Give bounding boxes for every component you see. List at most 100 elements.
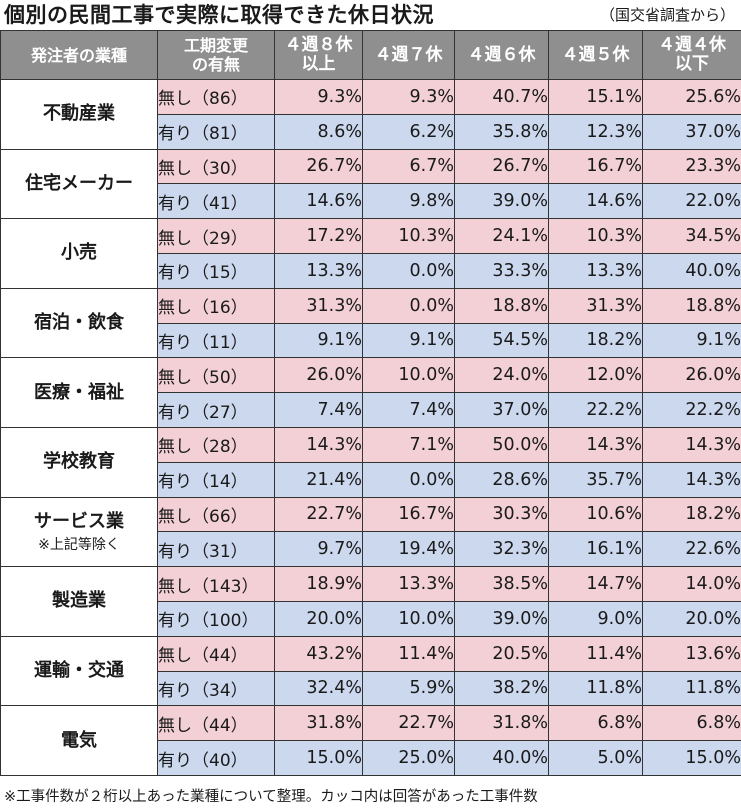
value-cell: 9.1%	[274, 322, 363, 359]
table-row: 有り（40） 15.0% 25.0% 40.0% 5.0% 15.0%	[1, 740, 741, 776]
value-cell: 9.7%	[274, 531, 363, 568]
value-cell: 43.2%	[274, 635, 363, 672]
value-cell: 26.7%	[274, 148, 363, 185]
industry-label: サービス業	[34, 510, 124, 532]
industry-cell: 製造業	[0, 566, 158, 637]
value-cell: 37.0%	[454, 392, 549, 428]
industry-label: 小売	[61, 242, 97, 264]
value-cell: 9.1%	[642, 322, 741, 359]
value-cell: 13.3%	[274, 252, 363, 289]
table-row: 電気 無し（44） 31.8% 22.7% 31.8% 6.8% 6.8%	[0, 705, 741, 776]
value-cell: 10.0%	[362, 357, 455, 394]
value-cell: 9.3%	[274, 79, 363, 115]
value-cell: 10.0%	[362, 600, 455, 637]
chart-title: 個別の民間工事で実際に取得できた休日状況	[4, 3, 434, 27]
value-cell: 14.3%	[642, 426, 741, 463]
value-cell: 34.5%	[642, 218, 741, 254]
value-cell: 9.1%	[362, 322, 455, 359]
value-cell: 16.7%	[548, 148, 643, 185]
industry-cell: 宿泊・飲食	[0, 287, 158, 359]
value-cell: 15.0%	[642, 740, 741, 776]
footnote: ※工事件数が２桁以上あった業種について整理。カッコ内は回答があった工事件数	[4, 789, 538, 805]
category-cell: 有り（100）	[157, 600, 275, 637]
value-cell: 5.9%	[362, 670, 455, 707]
table-row: 有り（27） 7.4% 7.4% 37.0% 22.2% 22.2%	[1, 392, 741, 428]
table-row: 有り（31） 9.7% 19.4% 32.3% 16.1% 22.6%	[1, 531, 741, 568]
category-cell: 有り（11）	[157, 322, 275, 359]
category-cell: 無し（44）	[157, 635, 275, 672]
industry-cell: 住宅メーカー	[0, 148, 158, 220]
industry-label: 不動産業	[43, 103, 115, 125]
value-cell: 18.8%	[642, 287, 741, 324]
value-cell: 35.7%	[548, 461, 643, 498]
value-cell: 9.3%	[362, 79, 455, 115]
value-cell: 22.2%	[642, 392, 741, 428]
table-row: 製造業 無し（143） 18.9% 13.3% 38.5% 14.7% 14.0%	[0, 566, 741, 637]
value-cell: 37.0%	[642, 113, 741, 150]
header-cell: ４週６休	[454, 30, 549, 80]
table-body: 不動産業 無し（86） 9.3% 9.3% 40.7% 15.1% 25.6% 有り（81） 8…	[0, 79, 741, 776]
value-cell: 28.6%	[454, 461, 549, 498]
table-row: サービス業 ※上記等除く 無し（66） 22.7% 16.7% 30.3% 10.6% 18.…	[0, 496, 741, 568]
value-cell: 26.7%	[454, 148, 549, 185]
value-cell: 0.0%	[362, 461, 455, 498]
header-row: 発注者の業種 工期変更 の有無 ４週８休 以上 ４週７休 ４週６休 ４週５休 ４週４…	[0, 30, 741, 80]
header-cell: 工期変更 の有無	[157, 30, 275, 80]
value-cell: 11.8%	[548, 670, 643, 707]
industry-cell: 医療・福祉	[0, 357, 158, 428]
table-row: 宿泊・飲食 無し（16） 31.3% 0.0% 18.8% 31.3% 18.8%	[0, 287, 741, 359]
category-cell: 有り（81）	[157, 113, 275, 150]
category-cell: 有り（31）	[157, 531, 275, 568]
table-row: 有り（14） 21.4% 0.0% 28.6% 35.7% 14.3%	[1, 461, 741, 498]
industry-label: 住宅メーカー	[25, 172, 133, 194]
value-cell: 18.8%	[454, 287, 549, 324]
value-cell: 35.8%	[454, 113, 549, 150]
value-cell: 9.0%	[548, 600, 643, 637]
value-cell: 54.5%	[454, 322, 549, 359]
value-cell: 31.8%	[274, 705, 363, 742]
value-cell: 39.0%	[454, 600, 549, 637]
industry-label: 宿泊・飲食	[34, 312, 124, 334]
category-cell: 無し（30）	[157, 148, 275, 185]
value-cell: 22.7%	[362, 705, 455, 742]
value-cell: 7.4%	[362, 392, 455, 428]
value-cell: 22.6%	[642, 531, 741, 568]
value-cell: 6.8%	[548, 705, 643, 742]
value-cell: 40.7%	[454, 79, 549, 115]
value-cell: 0.0%	[362, 252, 455, 289]
value-cell: 14.6%	[548, 183, 643, 220]
value-cell: 10.3%	[362, 218, 455, 254]
value-cell: 14.3%	[274, 426, 363, 463]
value-cell: 32.4%	[274, 670, 363, 707]
industry-label: 製造業	[52, 590, 106, 612]
industry-label: 運輸・交通	[34, 660, 124, 682]
table-row: 有り（41） 14.6% 9.8% 39.0% 14.6% 22.0%	[1, 183, 741, 220]
category-cell: 無し（66）	[157, 496, 275, 533]
category-cell: 有り（40）	[157, 740, 275, 776]
value-cell: 11.4%	[548, 635, 643, 672]
value-cell: 14.6%	[274, 183, 363, 220]
value-cell: 16.7%	[362, 496, 455, 533]
value-cell: 5.0%	[548, 740, 643, 776]
category-cell: 無し（50）	[157, 357, 275, 394]
value-cell: 20.0%	[642, 600, 741, 637]
value-cell: 10.6%	[548, 496, 643, 533]
industry-note: ※上記等除く	[38, 536, 120, 553]
value-cell: 30.3%	[454, 496, 549, 533]
value-cell: 20.0%	[274, 600, 363, 637]
industry-label: 電気	[61, 729, 97, 751]
value-cell: 0.0%	[362, 287, 455, 324]
value-cell: 31.3%	[548, 287, 643, 324]
category-cell: 無し（86）	[157, 79, 275, 115]
source-note: （国交省調査から）	[599, 6, 735, 24]
value-cell: 6.7%	[362, 148, 455, 185]
value-cell: 24.0%	[454, 357, 549, 394]
value-cell: 22.2%	[548, 392, 643, 428]
table-row: 不動産業 無し（86） 9.3% 9.3% 40.7% 15.1% 25.6%	[0, 79, 741, 150]
value-cell: 9.8%	[362, 183, 455, 220]
category-cell: 無し（16）	[157, 287, 275, 324]
value-cell: 6.8%	[642, 705, 741, 742]
value-cell: 25.0%	[362, 740, 455, 776]
table-row: 医療・福祉 無し（50） 26.0% 10.0% 24.0% 12.0% 26.0%	[0, 357, 741, 428]
value-cell: 18.2%	[548, 322, 643, 359]
